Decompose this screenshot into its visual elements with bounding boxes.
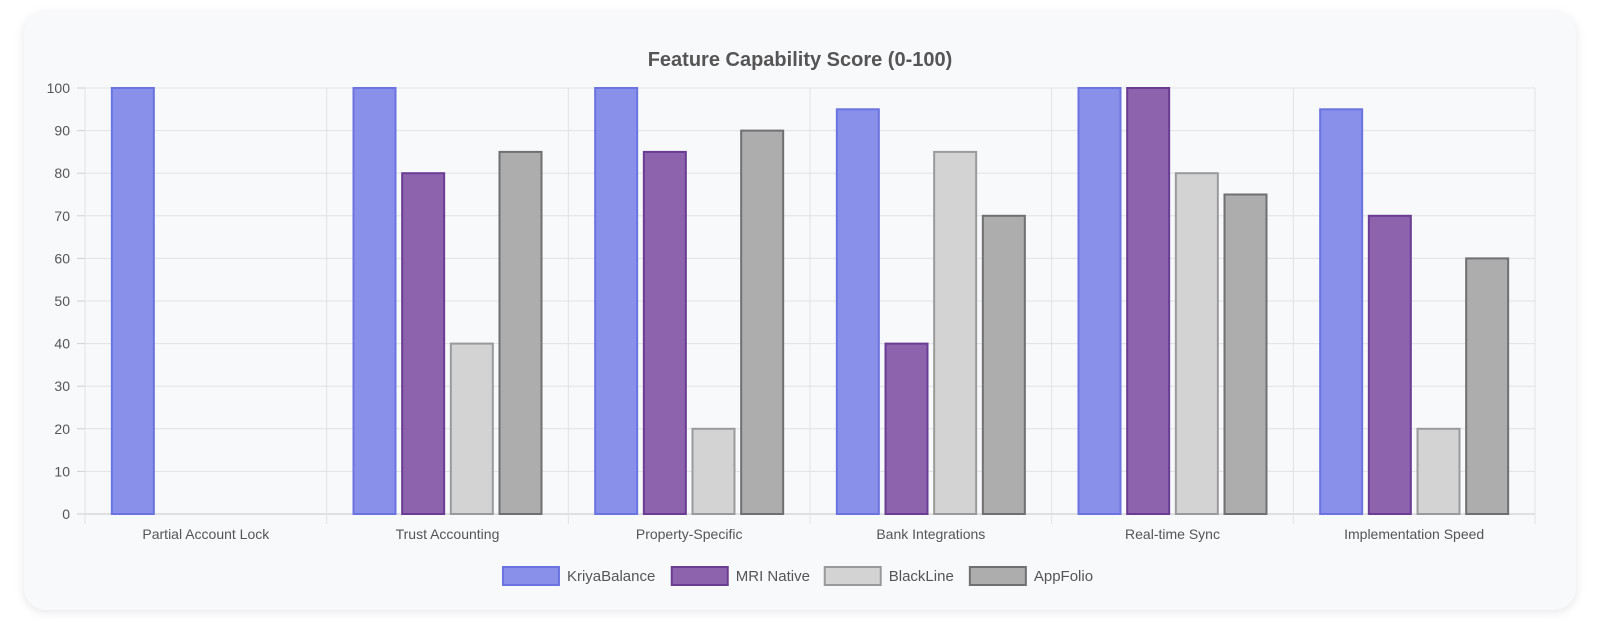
y-tick-label: 100 — [47, 80, 71, 96]
bar — [352, 87, 397, 515]
x-axis-ticks: Partial Account Lock Trust Accounting Prop… — [142, 526, 1484, 542]
bar — [933, 150, 978, 515]
x-tick-label: Implementation Speed — [1344, 526, 1484, 542]
y-tick-label: 70 — [54, 208, 70, 224]
legend-swatch — [670, 566, 729, 586]
y-tick-label: 60 — [54, 250, 70, 266]
x-tick-label: Partial Account Lock — [142, 526, 270, 542]
y-tick-label: 20 — [54, 421, 70, 437]
bar — [1077, 87, 1122, 515]
y-tick-label: 80 — [54, 165, 70, 181]
chart-title: Feature Capability Score (0-100) — [648, 49, 953, 71]
bar — [1416, 427, 1461, 515]
y-tick-label: 10 — [54, 463, 70, 479]
legend-label: MRI Native — [736, 568, 810, 585]
bar — [1319, 108, 1364, 516]
legend: KriyaBalance MRI Native BlackLine AppFolio — [501, 566, 1093, 586]
bar — [835, 108, 880, 516]
bar — [110, 87, 155, 515]
bar — [401, 172, 446, 515]
legend-swatch — [823, 566, 882, 586]
y-tick-label: 90 — [54, 123, 70, 139]
y-axis-ticks: 0 10 20 30 40 50 60 70 80 90 100 — [47, 80, 71, 522]
y-tick-label: 40 — [54, 336, 70, 352]
x-tick-label: Trust Accounting — [396, 526, 500, 542]
x-tick-label: Real-time Sync — [1125, 526, 1220, 542]
bar — [1465, 257, 1510, 515]
chart-card — [24, 12, 1576, 610]
bar — [449, 342, 494, 515]
bar — [884, 342, 929, 515]
bar — [691, 427, 736, 515]
bar — [1174, 172, 1219, 515]
x-tick-label: Property-Specific — [636, 526, 743, 542]
legend-swatch — [501, 566, 560, 586]
bar — [594, 87, 639, 515]
grid — [77, 87, 1536, 524]
bar — [642, 150, 687, 515]
y-tick-label: 30 — [54, 378, 70, 394]
x-tick-label: Bank Integrations — [876, 526, 985, 542]
y-tick-label: 0 — [62, 506, 70, 522]
bar — [1126, 87, 1171, 515]
legend-label: KriyaBalance — [567, 568, 655, 585]
bar — [981, 214, 1026, 516]
legend-label: BlackLine — [889, 568, 954, 585]
bars — [110, 87, 1510, 516]
bar — [498, 150, 543, 515]
legend-label: AppFolio — [1034, 568, 1093, 585]
bar — [740, 129, 785, 515]
bar — [1367, 214, 1412, 516]
legend-swatch — [968, 566, 1027, 586]
bar — [1223, 193, 1268, 515]
y-tick-label: 50 — [54, 293, 70, 309]
